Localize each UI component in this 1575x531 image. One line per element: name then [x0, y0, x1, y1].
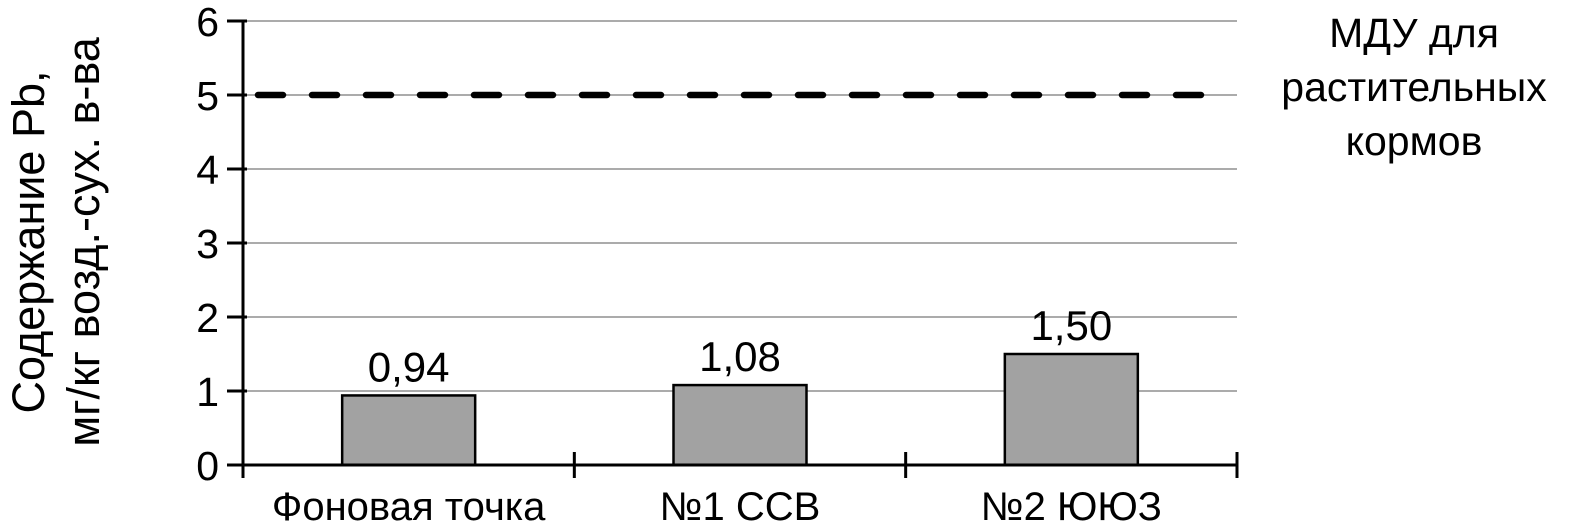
reference-line-label-line2: растительных [1281, 64, 1547, 110]
reference-line-label-line1: МДУ для [1329, 10, 1499, 56]
y-tick-label: 6 [196, 0, 219, 45]
y-tick-label: 2 [196, 295, 219, 341]
bar-value-label: 1,08 [699, 333, 781, 380]
bar [1003, 352, 1140, 467]
y-tick-label: 1 [196, 369, 219, 415]
y-tick-label: 5 [196, 73, 219, 119]
bar [340, 394, 477, 467]
y-tick-label: 0 [196, 443, 219, 489]
bar-value-label: 1,50 [1030, 302, 1112, 349]
category-label: №2 ЮЮЗ [981, 485, 1162, 529]
category-label: №1 ССВ [660, 485, 821, 529]
y-tick-label: 4 [196, 147, 219, 193]
bar-value-label: 0,94 [368, 343, 450, 390]
y-tick-label: 3 [196, 221, 219, 267]
category-label: Фоновая точка [272, 485, 546, 529]
reference-line-label: МДУ для растительных кормов [1254, 6, 1574, 168]
bar [672, 383, 808, 467]
reference-line-label-line3: кормов [1345, 118, 1483, 164]
